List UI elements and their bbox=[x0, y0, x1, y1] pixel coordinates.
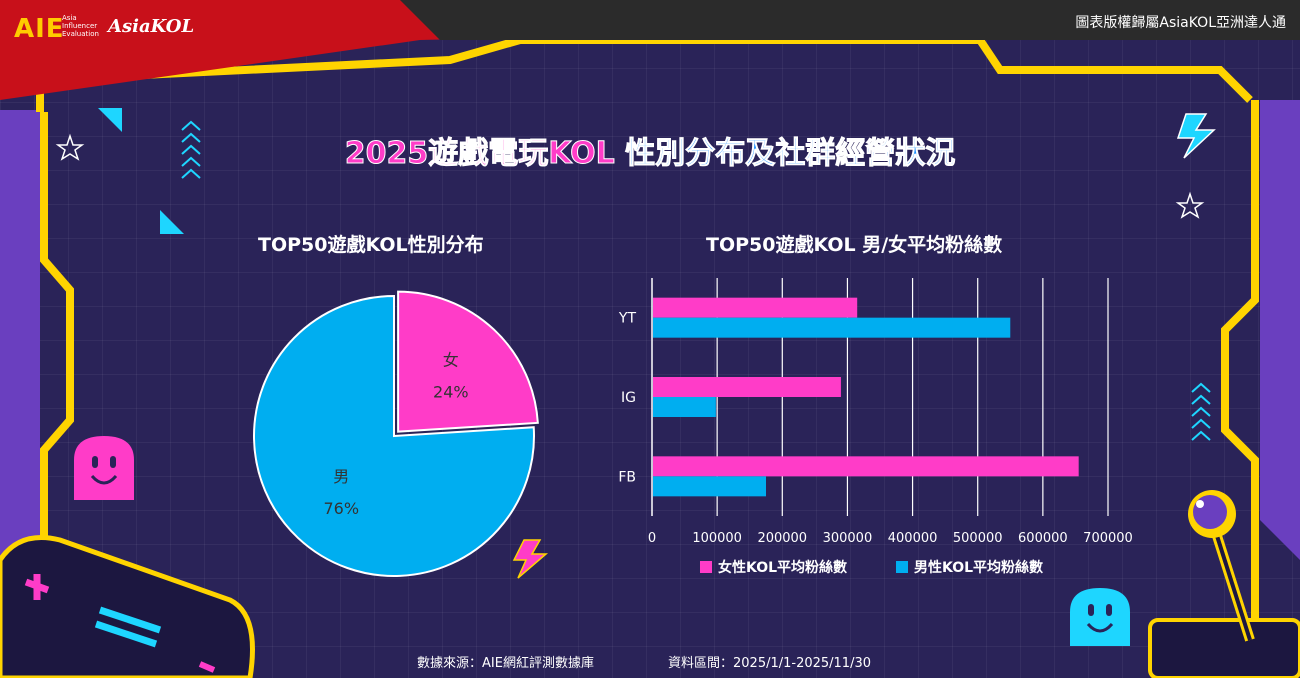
pie-slice-label: 女 bbox=[443, 350, 459, 369]
star-icon bbox=[1175, 191, 1205, 219]
bar-ig-1 bbox=[653, 397, 716, 417]
lightning-icon bbox=[1176, 113, 1216, 159]
x-tick-label: 500000 bbox=[953, 531, 1003, 546]
pie-slice-percent: 76% bbox=[324, 499, 360, 518]
pie-slice-percent: 24% bbox=[433, 382, 469, 401]
y-category-label: YT bbox=[618, 311, 637, 327]
y-category-label: FB bbox=[618, 469, 636, 485]
asiakol-logo: AsiaKOL bbox=[108, 16, 195, 37]
legend-swatch bbox=[896, 561, 908, 573]
bar-fb-0 bbox=[653, 456, 1079, 477]
frame-right-purple bbox=[1260, 100, 1300, 560]
pie-slice-1 bbox=[253, 294, 535, 577]
y-category-label: IG bbox=[621, 390, 636, 406]
page-title-part2: 性別分布及社群經營狀況 bbox=[614, 136, 956, 172]
bar-chart: 0 100000 200000 300000 400000 500000 600000 700… bbox=[618, 278, 1133, 576]
legend-swatch bbox=[700, 561, 712, 573]
chevron-up-icon bbox=[1191, 382, 1211, 441]
bar-ig-0 bbox=[653, 377, 841, 397]
bar-fb-1 bbox=[653, 476, 766, 497]
aie-logo-subtitle: Asia Influencer Evaluation bbox=[62, 14, 99, 38]
deco-triangle-2 bbox=[160, 210, 184, 234]
pie-chart: 女 24% 男 76% bbox=[253, 290, 539, 577]
x-tick-label: 0 bbox=[648, 531, 656, 546]
ghost-pink-icon bbox=[74, 436, 134, 500]
x-tick-label: 300000 bbox=[823, 531, 873, 546]
pie-slice-0 bbox=[397, 290, 539, 433]
frame-left-purple bbox=[0, 110, 40, 600]
legend-label: 女性KOL平均粉絲數 bbox=[718, 559, 847, 576]
deco-triangle-1 bbox=[98, 108, 122, 132]
page-title: 2025遊戲電玩KOL 性別分布及社群經營狀況 bbox=[0, 128, 1300, 172]
gamepad-icon bbox=[0, 535, 255, 678]
frame-right-yellow bbox=[1221, 100, 1259, 620]
pie-chart-title: TOP50遊戲KOL性別分布 bbox=[258, 234, 484, 256]
data-period-text: 資料區間：2025/1/1-2025/11/30 bbox=[668, 656, 872, 671]
legend-label: 男性KOL平均粉絲數 bbox=[914, 559, 1043, 576]
data-source-text: 數據來源：AIE網紅評測數據庫 bbox=[417, 656, 594, 671]
chevron-up-icon bbox=[181, 120, 201, 179]
header-dark-bar bbox=[400, 0, 1300, 40]
star-icon bbox=[55, 133, 85, 161]
pie-slice-label: 男 bbox=[333, 467, 349, 486]
x-tick-label: 600000 bbox=[1018, 531, 1068, 546]
lightning-icon bbox=[512, 539, 549, 579]
bar-chart-title: TOP50遊戲KOL 男/女平均粉絲數 bbox=[706, 234, 1003, 256]
bar-yt-1 bbox=[653, 317, 1011, 338]
x-tick-label: 400000 bbox=[888, 531, 938, 546]
page-title-part1: 2025遊戲電玩KOL bbox=[344, 136, 615, 172]
x-tick-label: 200000 bbox=[757, 531, 807, 546]
aie-logo: AIE bbox=[14, 14, 65, 44]
bar-yt-0 bbox=[653, 297, 858, 318]
copyright-text: 圖表版權歸屬AsiaKOL亞洲達人通 bbox=[1075, 15, 1286, 31]
joystick-icon bbox=[1148, 490, 1300, 678]
frame-left-yellow bbox=[40, 112, 74, 540]
x-tick-label: 700000 bbox=[1083, 531, 1133, 546]
x-tick-label: 100000 bbox=[692, 531, 742, 546]
ghost-blue-icon bbox=[1070, 588, 1130, 646]
